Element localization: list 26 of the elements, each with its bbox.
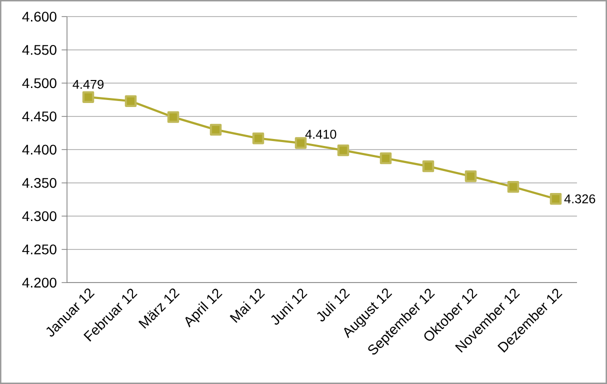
point <box>167 111 180 123</box>
data-label: 4.326 <box>564 194 596 204</box>
point <box>507 181 520 193</box>
point <box>294 137 307 149</box>
y-tick-label: 4.350 <box>22 178 56 188</box>
point <box>550 192 562 205</box>
y-tick-label: 4.600 <box>22 12 56 22</box>
y-tick-label: 4.450 <box>22 111 56 122</box>
point <box>124 95 137 107</box>
y-tick-label: 4.250 <box>22 244 56 254</box>
x-tick-label: Mai 12 <box>230 288 265 323</box>
point <box>252 132 264 144</box>
y-tick-label: 4.300 <box>22 211 56 222</box>
point <box>464 170 477 182</box>
y-tick-label: 4.200 <box>22 278 56 288</box>
point <box>337 144 350 156</box>
x-tick-label: Juli 12 <box>317 288 350 322</box>
y-tick-label: 4.550 <box>22 44 56 55</box>
data-label: 4.479 <box>72 80 104 89</box>
point <box>210 124 222 136</box>
point <box>380 152 392 164</box>
point <box>422 160 434 172</box>
y-tick-label: 4.500 <box>22 78 56 88</box>
point <box>82 91 94 103</box>
data-label: 4.410 <box>305 130 336 139</box>
y-tick-label: 4.400 <box>22 144 56 155</box>
